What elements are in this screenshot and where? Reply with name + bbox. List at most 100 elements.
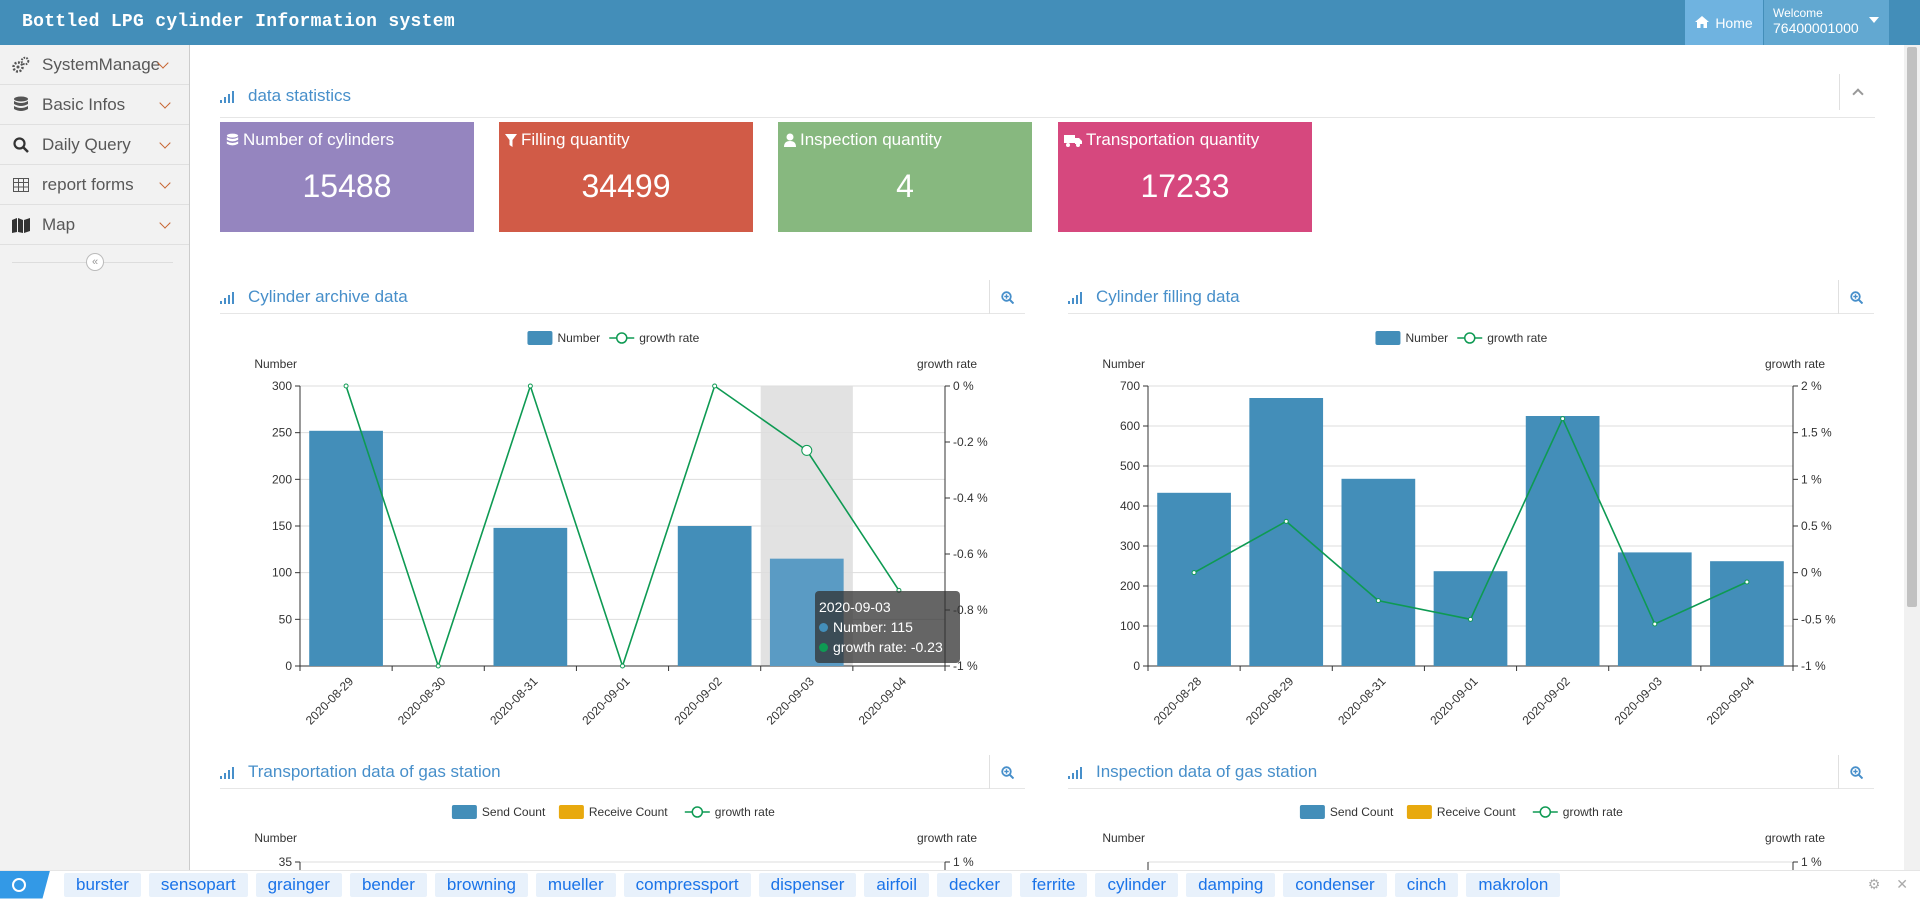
y-axis-label: Number — [1102, 831, 1145, 845]
double-chevron-left-icon[interactable]: « — [86, 253, 104, 271]
growth-rate-point — [1375, 598, 1381, 604]
series-dot — [819, 623, 828, 632]
stat-card-inspection[interactable]: Inspection quantity 4 — [778, 122, 1032, 232]
y2-tick-label: 1 % — [953, 855, 974, 869]
sidebar-item-map[interactable]: Map — [0, 205, 189, 245]
sidebar-item-systemmanage[interactable]: SystemManage — [0, 45, 189, 85]
tag-item[interactable]: condenser — [1283, 872, 1387, 897]
y2-tick-label: -0.4 % — [953, 491, 988, 505]
sidebar-item-basic-infos[interactable]: Basic Infos — [0, 85, 189, 125]
chevron-up-icon — [1851, 88, 1864, 100]
x-tick-label: 2020-09-03 — [764, 674, 818, 728]
zoom-button[interactable] — [1838, 280, 1874, 314]
x-tick-label: 2020-09-01 — [579, 674, 633, 728]
tag-item[interactable]: mueller — [535, 872, 616, 897]
x-tick-label: 2020-08-31 — [1335, 674, 1389, 728]
x-tick-label: 2020-08-30 — [395, 674, 449, 728]
search-logo-icon[interactable] — [0, 870, 50, 899]
zoom-button[interactable] — [989, 755, 1025, 789]
tag-item[interactable]: ferrite — [1020, 872, 1088, 897]
y2-tick-label: 2 % — [1801, 379, 1822, 393]
stat-card-transportation[interactable]: Transportation quantity 17233 — [1058, 122, 1312, 232]
growth-rate-point — [620, 663, 625, 669]
tag-item[interactable]: burster — [64, 872, 141, 897]
database-icon — [226, 133, 239, 145]
tag-item[interactable]: bender — [349, 872, 427, 897]
stat-value: 15488 — [302, 168, 392, 204]
signal-bars-icon — [1068, 290, 1086, 304]
panel-title: Inspection data of gas station — [1096, 761, 1318, 781]
y-tick-label: 100 — [272, 566, 292, 580]
chart-transport[interactable]: Send Count Receive Count growth rate Number… — [220, 800, 1030, 870]
chevron-down-icon — [159, 97, 171, 109]
scrollbar-thumb[interactable] — [1907, 47, 1917, 607]
zoom-button[interactable] — [989, 280, 1025, 314]
stat-label: Number of cylinders — [243, 130, 395, 149]
database-icon — [12, 96, 30, 114]
legend-bar-swatch — [1375, 331, 1401, 345]
x-tick-label: 2020-09-03 — [1612, 674, 1666, 728]
legend-label: Receive Count — [589, 805, 668, 819]
tag-item[interactable]: cylinder — [1095, 872, 1179, 897]
legend-label: Send Count — [1330, 805, 1394, 819]
legend-label: Number — [1405, 331, 1448, 345]
chart-archive[interactable]: Number growth rate Number growth rate 0 50 100… — [220, 320, 1030, 730]
close-icon[interactable]: ✕ — [1896, 876, 1908, 892]
tag-item[interactable]: makrolon — [1466, 872, 1561, 897]
chart-filling[interactable]: Number growth rate Number growth rate 0 100 20… — [1068, 320, 1878, 730]
y2-tick-label: -1 % — [953, 659, 978, 673]
y-tick-label: 700 — [1120, 379, 1140, 393]
x-tick-label: 2020-09-04 — [1704, 674, 1758, 728]
stat-label: Transportation quantity — [1086, 130, 1260, 149]
scrollbar[interactable] — [1904, 45, 1920, 870]
legend-bar-swatch — [1406, 805, 1432, 819]
growth-rate-point — [1468, 616, 1473, 622]
top-navbar: Bottled LPG cylinder Information system … — [0, 0, 1920, 45]
tag-item[interactable]: browning — [434, 872, 528, 897]
zoom-in-icon — [1001, 290, 1014, 304]
tag-item[interactable]: compressport — [623, 872, 751, 897]
user-menu[interactable]: Welcome 76400001000 — [1764, 0, 1889, 45]
bar — [1710, 561, 1784, 666]
stat-card-filling[interactable]: Filling quantity 34499 — [499, 122, 753, 232]
stat-value: 17233 — [1140, 168, 1230, 204]
bar — [309, 430, 383, 666]
y-tick-label: 400 — [1120, 499, 1140, 513]
tag-item[interactable]: sensopart — [148, 872, 248, 897]
chart-tooltip: 2020-09-03 Number: 115 growth rate: -0.2… — [815, 591, 960, 663]
zoom-button[interactable] — [1838, 755, 1874, 789]
tag-item[interactable]: airfoil — [864, 872, 929, 897]
legend-label: Send Count — [482, 805, 546, 819]
settings-icon[interactable]: ⚙ — [1867, 876, 1881, 892]
stat-card-cylinders[interactable]: Number of cylinders 15488 — [220, 122, 474, 232]
y-tick-label: 200 — [1120, 579, 1140, 593]
tag-item[interactable]: dispenser — [758, 872, 857, 897]
y2-tick-label: -1 % — [1801, 659, 1826, 673]
y-tick-label: 0 — [1133, 659, 1140, 673]
bar — [1249, 398, 1324, 666]
chart-inspection[interactable]: Send Count Receive Count growth rate Number… — [1068, 800, 1878, 870]
tag-item[interactable]: decker — [936, 872, 1013, 897]
growth-rate-point — [1191, 570, 1197, 576]
bar — [1341, 478, 1416, 666]
y-tick-label: 150 — [272, 519, 292, 533]
app-title: Bottled LPG cylinder Information system — [22, 12, 455, 32]
tag-item[interactable]: damping — [1186, 872, 1276, 897]
home-button[interactable]: Home — [1685, 0, 1763, 45]
legend-marker — [691, 806, 704, 818]
growth-rate-point — [435, 663, 441, 669]
x-tick-label: 2020-09-02 — [671, 674, 725, 728]
tag-item[interactable]: cinch — [1394, 872, 1459, 897]
legend-label: growth rate — [1563, 805, 1623, 819]
sidebar-item-daily-query[interactable]: Daily Query — [0, 125, 189, 165]
table-icon — [12, 176, 30, 194]
signal-bars-icon — [220, 89, 238, 103]
y2-axis-label: growth rate — [917, 357, 977, 371]
y-tick-label: 35 — [279, 855, 293, 869]
tag-item[interactable]: grainger — [255, 872, 342, 897]
gears-icon — [12, 56, 30, 74]
collapse-button[interactable] — [1839, 74, 1875, 110]
y2-axis-label: growth rate — [1765, 357, 1825, 371]
sidebar-item-report-forms[interactable]: report forms — [0, 165, 189, 205]
bar — [1525, 416, 1600, 666]
